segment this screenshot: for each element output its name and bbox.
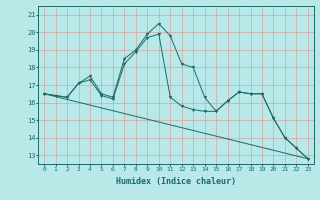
X-axis label: Humidex (Indice chaleur): Humidex (Indice chaleur) <box>116 177 236 186</box>
